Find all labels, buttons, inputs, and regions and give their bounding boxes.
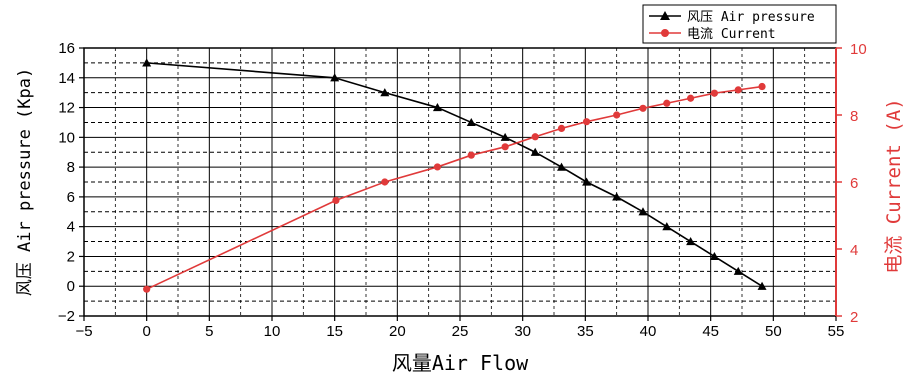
data-point-current	[639, 104, 647, 112]
data-point-pressure	[582, 177, 592, 186]
data-point-pressure	[432, 103, 442, 112]
x-tick-label: 0	[142, 323, 150, 340]
data-point-pressure	[686, 237, 696, 246]
data-point-pressure	[330, 73, 340, 82]
data-point-current	[381, 178, 389, 186]
x-tick-label: −5	[75, 323, 92, 340]
y-left-tick-label: 0	[67, 278, 75, 295]
data-point-pressure	[612, 192, 622, 201]
x-tick-label: 10	[264, 323, 281, 340]
y-right-tick-label: 8	[850, 108, 858, 125]
series-line-current	[146, 85, 763, 290]
data-point-current	[531, 133, 539, 141]
legend-label: 风压 Air pressure	[687, 10, 815, 25]
data-point-pressure	[638, 207, 648, 216]
data-point-pressure	[662, 222, 672, 231]
axes: −5 0 5 10 15 20 25 30 35 40 45 50 55 −2 0 2 4 6 8 10 12 14 16 2…	[58, 40, 867, 340]
y-left-tick-label: 16	[58, 40, 75, 57]
data-point-pressure	[557, 162, 567, 171]
data-point-pressure	[530, 147, 540, 156]
data-point-pressure	[500, 132, 510, 141]
y-right-tick-label: 2	[850, 309, 858, 326]
data-point-current	[710, 89, 719, 97]
data-point-current	[613, 111, 621, 119]
y-right-tick-label: 6	[850, 175, 858, 192]
data-point-pressure	[733, 266, 743, 275]
data-point-pressure	[757, 281, 767, 290]
x-axis-title: 风量Air Flow	[392, 351, 529, 375]
data-point-current	[734, 86, 742, 94]
x-tick-label: 25	[452, 323, 469, 340]
series-line-pressure	[146, 62, 763, 287]
y-left-tick-label: 6	[67, 189, 75, 206]
x-tick-label: 5	[205, 323, 213, 340]
legend-box	[642, 4, 837, 44]
y-right-tick-label: 4	[850, 242, 858, 259]
data-point-pressure	[466, 117, 476, 127]
x-tick-label: 50	[765, 323, 782, 340]
legend-triangle-icon	[660, 11, 670, 20]
x-tick-label: 35	[577, 323, 594, 340]
y-left-tick-label: −2	[58, 308, 75, 325]
data-point-current	[557, 124, 566, 132]
y-left-tick-label: 12	[58, 100, 75, 117]
data-point-current	[663, 99, 671, 107]
series	[142, 58, 767, 293]
y-left-tick-label: 10	[58, 129, 75, 146]
x-tick-label: 55	[828, 323, 845, 340]
data-point-pressure	[709, 251, 719, 261]
legend: 风压 Air pressure 电流 Current	[642, 4, 837, 44]
data-point-current	[758, 82, 766, 91]
y-axis-right-title: 电流 Current (A)	[883, 98, 905, 273]
data-point-pressure	[380, 88, 390, 97]
legend-label: 电流 Current	[687, 27, 776, 42]
legend-circle-icon	[661, 29, 669, 37]
x-tick-label: 15	[326, 323, 343, 340]
data-point-current	[332, 196, 340, 205]
data-point-current	[582, 118, 591, 126]
data-point-current	[143, 285, 151, 293]
x-tick-label: 20	[389, 323, 406, 340]
data-point-current	[467, 151, 475, 159]
y-left-tick-label: 4	[67, 219, 75, 236]
data-point-current	[433, 163, 442, 171]
data-point-current	[687, 94, 695, 102]
data-point-current	[501, 143, 509, 151]
y-left-tick-label: 2	[67, 248, 75, 265]
y-left-tick-label: 14	[58, 70, 75, 87]
data-point-pressure	[142, 58, 152, 67]
y-right-tick-label: 10	[850, 41, 867, 58]
grid	[84, 48, 836, 316]
x-tick-label: 40	[640, 323, 657, 340]
x-tick-label: 45	[702, 323, 719, 340]
x-tick-label: 30	[514, 323, 531, 340]
y-axis-left-title: 风压 Air pressure (Kpa)	[15, 68, 35, 296]
y-left-tick-label: 8	[67, 159, 75, 176]
